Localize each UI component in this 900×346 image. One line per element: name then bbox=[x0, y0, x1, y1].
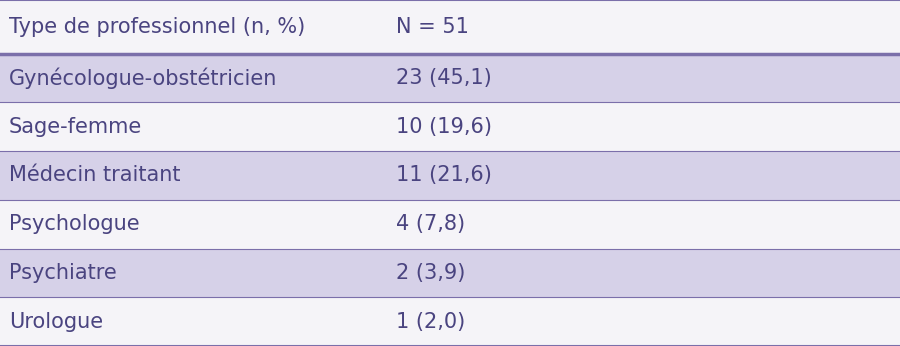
Text: Type de professionnel (n, %): Type de professionnel (n, %) bbox=[9, 17, 305, 37]
Text: Gynécologue-obstétricien: Gynécologue-obstétricien bbox=[9, 67, 277, 89]
Text: Médecin traitant: Médecin traitant bbox=[9, 165, 181, 185]
Text: Urologue: Urologue bbox=[9, 312, 104, 331]
Bar bbox=[0, 200, 900, 248]
Text: Psychologue: Psychologue bbox=[9, 214, 140, 234]
Bar bbox=[0, 54, 900, 102]
Text: 23 (45,1): 23 (45,1) bbox=[396, 68, 491, 88]
Text: 4 (7,8): 4 (7,8) bbox=[396, 214, 465, 234]
Text: 10 (19,6): 10 (19,6) bbox=[396, 117, 492, 137]
Text: Psychiatre: Psychiatre bbox=[9, 263, 117, 283]
Bar bbox=[0, 248, 900, 297]
Text: Sage-femme: Sage-femme bbox=[9, 117, 142, 137]
Bar bbox=[0, 297, 900, 346]
Text: N = 51: N = 51 bbox=[396, 17, 469, 37]
Text: 11 (21,6): 11 (21,6) bbox=[396, 165, 492, 185]
Bar bbox=[0, 0, 900, 54]
Bar bbox=[0, 102, 900, 151]
Bar bbox=[0, 151, 900, 200]
Text: 1 (2,0): 1 (2,0) bbox=[396, 312, 465, 331]
Text: 2 (3,9): 2 (3,9) bbox=[396, 263, 465, 283]
